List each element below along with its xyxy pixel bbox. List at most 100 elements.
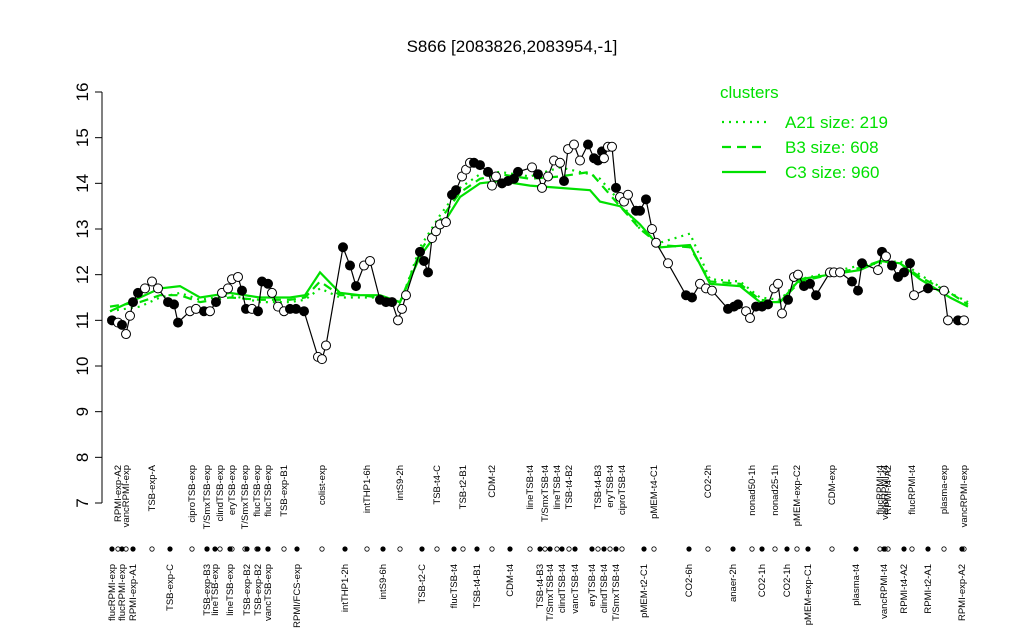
sample-dot [794,546,800,552]
sample-label: TSB-exp-B2 [253,564,264,616]
data-point [635,205,645,216]
sample-dot [784,546,790,552]
sample-label: TSB-exp-B1 [279,465,290,517]
data-point [575,155,585,166]
data-point [441,217,451,228]
sample-dot [853,546,859,552]
sample-dot [909,546,915,552]
sample-label: RPMI-exp-A2 [957,564,968,621]
data-point [687,292,697,303]
data-point [365,255,375,266]
sample-label: eryTSB-exp [227,465,238,515]
data-point [793,269,803,280]
data-point [607,141,617,152]
sample-dot [255,546,261,552]
sample-dot [342,546,348,552]
data-point [169,299,179,310]
data-point [423,267,433,278]
sample-label: T/SmxTSB-t4 [611,564,622,621]
data-point [857,258,867,269]
data-point [321,340,331,351]
sample-dot [772,546,778,552]
sample-label: CO2-6h [684,564,695,597]
data-point [899,267,909,278]
sample-dot [212,546,218,552]
sample-label: CO2-1h [757,564,768,597]
y-tick-label: 13 [73,220,92,239]
data-point [253,306,263,317]
sample-label: RPMI-t4-A2 [899,564,910,614]
data-point [125,310,135,321]
sample-dot [759,546,765,552]
sample-label: RPMI-t4-A2 [883,465,894,515]
data-point [267,287,277,298]
chart-title: S866 [2083826,2083954,-1] [407,37,618,56]
sample-label: TSB-t4-B3 [593,465,604,509]
data-point [939,285,949,296]
sample-label: pMEM-t2-C1 [639,564,650,618]
sample-dot [281,546,287,552]
data-point [583,139,593,150]
sample-label: vancRPMI-t4 [879,564,890,619]
sample-dot [460,546,466,552]
sample-dot [901,546,907,552]
data-point [173,317,183,328]
data-point [419,255,429,266]
sample-dot [244,546,250,552]
data-point [223,283,233,294]
data-point [483,166,493,177]
sample-label: CO2-1h [782,564,793,597]
sample-label: CDM-t4 [505,564,516,597]
y-tick-label: 15 [73,128,92,147]
sample-label: vancRPMI-t4 [880,465,891,520]
sample-label: vancRPMI-exp [121,465,132,527]
sample-label: TSB-t4-B2 [564,465,575,509]
sample-label: clindTSB-t4 [557,564,568,613]
sample-dot [434,546,440,552]
sample-dot [619,546,625,552]
sample-dot [749,546,755,552]
data-point [559,176,569,187]
data-point [847,276,857,287]
sample-label: flucTSB-exp [263,465,274,517]
sample-label: intS9-6h [378,564,389,599]
sample-dot [705,546,711,552]
data-point [205,306,215,317]
data-point [317,354,327,365]
sample-dot [364,546,370,552]
sample-label: vancRPMI-exp [959,465,970,527]
data-point [909,290,919,301]
legend-label: B3 size: 608 [785,138,879,157]
sample-dot [651,546,657,552]
data-point [211,297,221,308]
data-point [959,315,969,326]
legend-label: C3 size: 960 [785,163,880,182]
data-point [537,182,547,193]
data-point [805,278,815,289]
data-point [133,287,143,298]
sample-dot [730,546,736,552]
y-tick-label: 12 [73,265,92,284]
sample-label: intTHP1-6h [362,465,373,513]
sample-dot [217,546,223,552]
sample-label: intTHP1-2h [340,564,351,612]
sample-dot [941,546,947,552]
data-point [943,315,953,326]
sample-label: RPMI-exp-A2 [113,465,124,522]
sample-dot [380,546,386,552]
y-tick-label: 9 [73,407,92,416]
data-point [835,267,845,278]
sample-dot [130,546,136,552]
sample-dot [507,546,513,552]
sample-label: clindTSB-exp [215,465,226,522]
data-point [905,258,915,269]
sample-label: CO2-2h [703,465,714,498]
y-tick-label: 8 [73,453,92,462]
sample-label: lineTSB-t4 [552,465,563,509]
sample-label: TSB-exp-B3 [202,564,213,616]
sample-dot [601,546,607,552]
sample-dot [959,546,965,552]
data-point [663,258,673,269]
data-point [345,260,355,271]
sample-label: nonad50-1h [747,465,758,516]
